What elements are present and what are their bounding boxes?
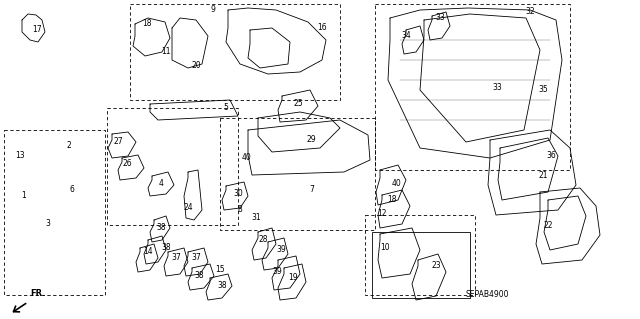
Bar (372, 232, 470, 298)
Text: 40: 40 (392, 179, 402, 188)
Text: 7: 7 (310, 186, 314, 195)
Text: 6: 6 (70, 186, 74, 195)
Text: 38: 38 (156, 224, 166, 233)
Text: 34: 34 (401, 31, 411, 40)
Text: 21: 21 (538, 170, 548, 180)
Text: 38: 38 (161, 242, 171, 251)
Text: 4: 4 (159, 179, 163, 188)
Text: 11: 11 (161, 48, 171, 56)
Text: SEPAB4900: SEPAB4900 (465, 290, 509, 299)
Bar (375, 4, 570, 170)
Text: 40: 40 (242, 153, 252, 162)
Text: 36: 36 (546, 151, 556, 160)
Text: 22: 22 (543, 220, 553, 229)
Text: 2: 2 (67, 140, 72, 150)
Text: 8: 8 (237, 205, 243, 214)
Text: 20: 20 (191, 61, 201, 70)
Text: 31: 31 (251, 213, 261, 222)
Bar (4, 130, 105, 295)
Text: 32: 32 (525, 8, 535, 17)
Text: 19: 19 (288, 273, 298, 283)
Text: 13: 13 (15, 151, 25, 160)
Bar (365, 215, 475, 295)
Text: 39: 39 (272, 268, 282, 277)
Text: 35: 35 (538, 85, 548, 94)
Text: 1: 1 (22, 191, 26, 201)
Text: 10: 10 (380, 243, 390, 253)
Bar (130, 4, 340, 100)
Text: 27: 27 (113, 137, 123, 146)
Text: 38: 38 (217, 280, 227, 290)
Text: 25: 25 (293, 99, 303, 108)
Text: 23: 23 (431, 261, 441, 270)
Text: 26: 26 (122, 159, 132, 167)
Text: 16: 16 (317, 24, 327, 33)
Text: 14: 14 (143, 248, 153, 256)
Text: 37: 37 (191, 254, 201, 263)
Text: 5: 5 (223, 103, 228, 113)
Text: 18: 18 (142, 19, 152, 28)
Text: 15: 15 (215, 265, 225, 275)
Text: 9: 9 (211, 5, 216, 14)
Text: 3: 3 (45, 219, 51, 228)
Text: 29: 29 (306, 136, 316, 145)
Text: 28: 28 (259, 235, 268, 244)
Text: 30: 30 (233, 189, 243, 197)
Text: 24: 24 (183, 204, 193, 212)
Bar (107, 108, 238, 225)
Text: 12: 12 (377, 209, 387, 218)
Text: 33: 33 (492, 84, 502, 93)
Text: 33: 33 (435, 13, 445, 23)
Text: 18: 18 (387, 196, 397, 204)
Text: 39: 39 (276, 246, 286, 255)
Text: 17: 17 (32, 26, 42, 34)
Text: 38: 38 (194, 271, 204, 279)
Bar (220, 118, 375, 230)
Text: 37: 37 (171, 254, 181, 263)
Text: FR.: FR. (30, 289, 45, 298)
